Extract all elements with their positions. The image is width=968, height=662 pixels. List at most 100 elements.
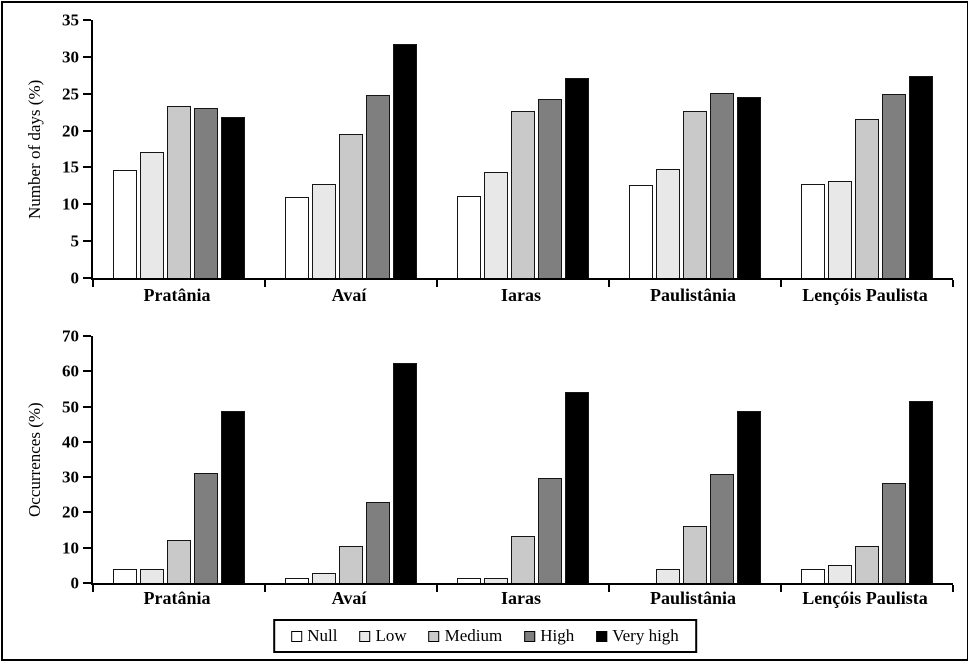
y-tick-label: 40: [62, 432, 79, 452]
bar-groups: [93, 336, 953, 583]
x-tick-mark: [436, 280, 438, 287]
x-tick-mark: [780, 280, 782, 287]
bar-low: [484, 171, 508, 278]
bar-high: [366, 95, 390, 278]
legend-label: Null: [307, 626, 338, 645]
bar-group: [781, 336, 953, 583]
bar-null: [457, 196, 481, 278]
x-tick-mark: [436, 585, 438, 592]
bar-high: [882, 482, 906, 583]
y-tick-label: 70: [62, 326, 79, 346]
category-label: Paulistânia: [649, 588, 737, 608]
legend-item: Null: [291, 626, 337, 646]
bar-medium: [855, 545, 879, 583]
bar-medium: [339, 545, 363, 583]
y-tick-mark: [83, 240, 91, 243]
bar-group: [781, 20, 953, 278]
bar-high: [710, 473, 734, 583]
bar-medium: [683, 525, 707, 583]
legend-swatch-low: [359, 630, 371, 642]
category-label: Pratânia: [143, 285, 211, 305]
legend-label: Low: [375, 626, 407, 645]
y-tick-label: 0: [70, 268, 80, 288]
y-tick-mark: [83, 277, 91, 279]
bar-null: [801, 183, 825, 278]
legend-label: Very high: [612, 626, 679, 645]
y-tick-mark: [83, 19, 91, 21]
bar-groups: [93, 20, 953, 278]
x-tick-mark: [608, 585, 610, 592]
x-tick-mark: [952, 585, 954, 592]
bar-low: [312, 183, 336, 278]
x-tick-mark: [92, 585, 94, 592]
bar-null: [285, 196, 309, 278]
x-axis-labels-bottom: Pratânia Avaí Iaras Paulistânia Lençóis Paul…: [91, 588, 951, 609]
bar-group: [437, 336, 609, 583]
bar-very-high: [565, 391, 589, 583]
category-label: Iaras: [501, 588, 541, 608]
bar-low: [140, 568, 164, 583]
bar-group: [609, 336, 781, 583]
bar-group: [265, 20, 437, 278]
bar-medium: [683, 110, 707, 278]
bar-medium: [511, 536, 535, 583]
bar-very-high: [909, 76, 933, 278]
bar-group: [93, 336, 265, 583]
y-tick-mark: [83, 546, 91, 549]
y-tick-mark: [83, 582, 91, 584]
bar-very-high: [737, 410, 761, 583]
y-tick-label: 0: [70, 573, 80, 593]
x-tick-mark: [264, 585, 266, 592]
plot-area-top: 0 5 10 15 20 25 30 35: [62, 12, 954, 287]
y-tick-label: 50: [62, 397, 79, 417]
bar-medium: [167, 539, 191, 583]
bar-medium: [855, 118, 879, 278]
legend-label: High: [540, 626, 575, 645]
category-label: Lençóis Paulista: [802, 588, 928, 608]
y-tick-label: 35: [62, 10, 79, 30]
bar-null: [113, 568, 137, 583]
bar-very-high: [393, 44, 417, 278]
y-tick-mark: [83, 92, 91, 95]
legend-swatch-null: [291, 630, 303, 642]
y-tick-mark: [83, 440, 91, 443]
bar-very-high: [565, 78, 589, 278]
y-tick-label: 30: [62, 47, 79, 67]
legend-item: Medium: [428, 626, 503, 646]
bar-very-high: [737, 96, 761, 278]
legend-label: Medium: [444, 626, 503, 645]
bar-medium: [167, 106, 191, 278]
x-tick-mark: [608, 280, 610, 287]
bar-high: [538, 477, 562, 583]
bar-very-high: [909, 401, 933, 583]
y-tick-label: 10: [62, 194, 79, 214]
bar-low: [484, 578, 508, 583]
bar-group: [93, 20, 265, 278]
y-tick-label: 20: [62, 121, 79, 141]
legend-swatch-high: [524, 630, 536, 642]
category-label: Avaí: [331, 285, 367, 305]
category-label: Lençóis Paulista: [802, 285, 928, 305]
x-tick-mark: [264, 280, 266, 287]
legend-swatch-very-high: [596, 630, 608, 642]
plot-area-bottom: 0 10 20 30 40 50 60 70: [62, 328, 954, 592]
category-label: Avaí: [331, 588, 367, 608]
bar-group: [609, 20, 781, 278]
bar-group: [265, 336, 437, 583]
category-label: Iaras: [501, 285, 541, 305]
bar-null: [629, 185, 653, 278]
bar-high: [710, 92, 734, 278]
category-label: Paulistânia: [649, 285, 737, 305]
y-tick-label: 30: [62, 467, 79, 487]
bar-null: [285, 578, 309, 583]
bar-medium: [339, 134, 363, 278]
bar-null: [457, 578, 481, 583]
y-tick-mark: [83, 405, 91, 408]
category-label: Pratânia: [143, 588, 211, 608]
y-tick-mark: [83, 370, 91, 373]
y-tick-mark: [83, 476, 91, 479]
bar-high: [194, 107, 218, 278]
y-tick-label: 5: [70, 231, 80, 251]
bar-low: [828, 181, 852, 278]
